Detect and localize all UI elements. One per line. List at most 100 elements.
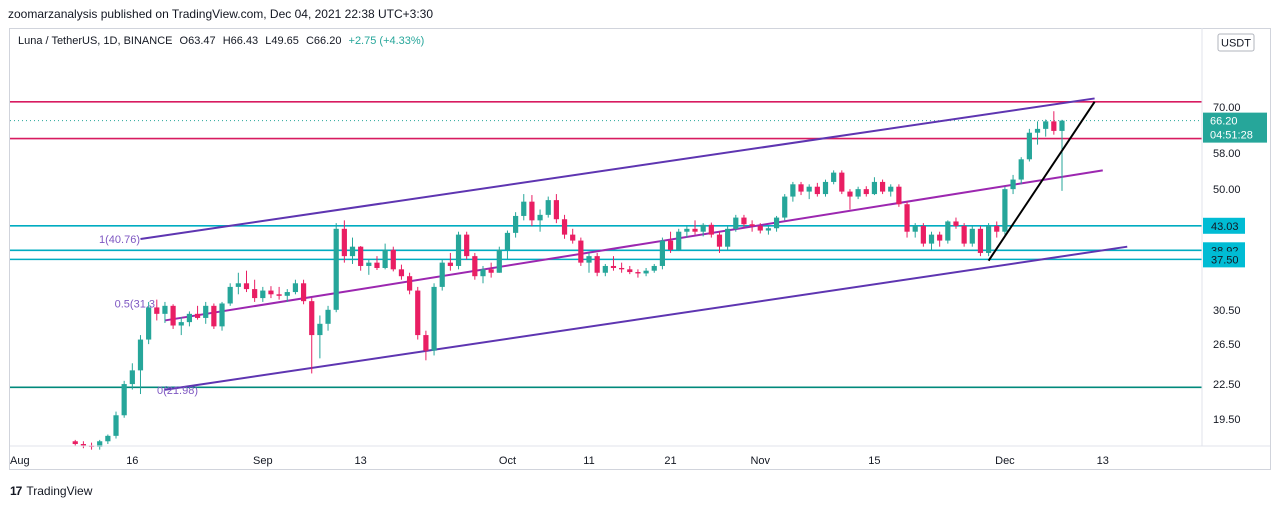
publish-header: zoomarzanalysis published on TradingView…: [8, 7, 434, 21]
candle: [504, 230, 511, 260]
candle: [888, 184, 894, 197]
candle: [773, 215, 780, 232]
candle: [186, 311, 193, 327]
candle: [276, 286, 282, 300]
svg-text:USDT: USDT: [1221, 38, 1251, 50]
candle: [822, 179, 829, 197]
candle: [513, 212, 519, 238]
candle: [594, 252, 600, 277]
candle: [765, 225, 772, 235]
y-tick-label: 30.50: [1213, 305, 1241, 317]
candle: [863, 186, 869, 197]
candle: [105, 434, 111, 445]
candle: [757, 223, 763, 234]
candle: [521, 194, 527, 221]
candle: [382, 243, 388, 270]
channel-line-0: [140, 97, 1095, 241]
overlay-lines: [987, 101, 1096, 262]
candle: [545, 196, 551, 218]
candle: [211, 303, 217, 329]
candle: [659, 237, 665, 270]
candle: [676, 228, 682, 252]
candle: [170, 304, 176, 329]
x-tick-label: 21: [664, 455, 676, 467]
candle: [749, 220, 755, 232]
candle: [928, 231, 935, 250]
open-value: O63.47: [179, 35, 216, 47]
candle: [1051, 111, 1057, 135]
candle: [977, 225, 984, 257]
candle: [1018, 157, 1024, 185]
candle: [121, 380, 127, 418]
candle: [700, 223, 706, 237]
close-value: C66.20: [305, 35, 342, 47]
x-tick-label: Dec: [995, 455, 1015, 467]
candle: [284, 289, 290, 302]
candle: [97, 439, 103, 450]
candle: [831, 170, 837, 185]
candle: [1002, 186, 1008, 235]
candle: [252, 279, 258, 302]
candle: [366, 259, 372, 275]
price-label: 37.50: [1203, 251, 1245, 268]
y-tick-label: 58.00: [1213, 148, 1241, 160]
candle: [227, 283, 233, 306]
symbol-title: Luna / TetherUS, 1D, BINANCE: [18, 35, 173, 47]
svg-text:66.20: 66.20: [1210, 116, 1238, 128]
candle: [349, 237, 356, 264]
x-tick-label: 16: [126, 455, 138, 467]
candle: [814, 182, 820, 197]
candle: [496, 246, 502, 273]
candle: [358, 246, 364, 271]
price-axis[interactable]: 70.00 58.00 50.00 30.50 26.50 22.50 19.50 USDT 4…: [10, 28, 1270, 447]
candle: [439, 259, 445, 291]
candle: [423, 330, 429, 361]
candle: [341, 220, 347, 263]
candle: [871, 177, 878, 196]
candle: [619, 262, 625, 273]
candle: [782, 194, 788, 221]
candle: [154, 299, 160, 321]
candle: [553, 194, 559, 224]
candle: [708, 222, 714, 238]
candle: [1010, 174, 1016, 195]
chart-frame[interactable]: [9, 28, 1271, 470]
candle: [178, 317, 184, 336]
svg-text:38.92: 38.92: [1211, 245, 1239, 257]
candle: [610, 256, 617, 271]
candle: [455, 231, 462, 270]
candle: [374, 256, 380, 271]
x-tick-label: 13: [355, 455, 367, 467]
candle: [627, 265, 633, 275]
candle: [203, 301, 209, 324]
footer[interactable]: 17 TradingView: [10, 484, 92, 498]
currency-badge[interactable]: USDT: [1217, 33, 1255, 52]
candle: [790, 181, 796, 202]
candle: [643, 267, 649, 277]
trendline: [987, 101, 1096, 262]
candle: [945, 220, 951, 244]
candle: [1034, 121, 1041, 145]
candle: [855, 186, 861, 200]
y-tick-label: 22.50: [1213, 379, 1241, 391]
change-value: +2.75 (+4.33%): [348, 35, 425, 47]
candle: [692, 220, 698, 235]
tradingview-logo-icon: 17: [10, 484, 22, 498]
candle: [72, 439, 78, 446]
candle: [390, 246, 396, 272]
candle: [268, 286, 274, 299]
candle: [994, 221, 1000, 238]
time-axis[interactable]: Aug 16 Sep 13 Oct 11 21 Nov 15 Dec 13: [10, 455, 1109, 467]
candle: [480, 265, 486, 284]
candle: [219, 301, 225, 331]
candle: [651, 263, 657, 273]
candle: [333, 223, 339, 313]
fib-label: 0.5(31.3: [115, 298, 155, 310]
candle: [912, 223, 918, 238]
candle: [113, 411, 119, 439]
candle: [667, 231, 674, 253]
candle: [431, 283, 437, 356]
candle: [570, 228, 576, 244]
candle: [488, 262, 494, 278]
